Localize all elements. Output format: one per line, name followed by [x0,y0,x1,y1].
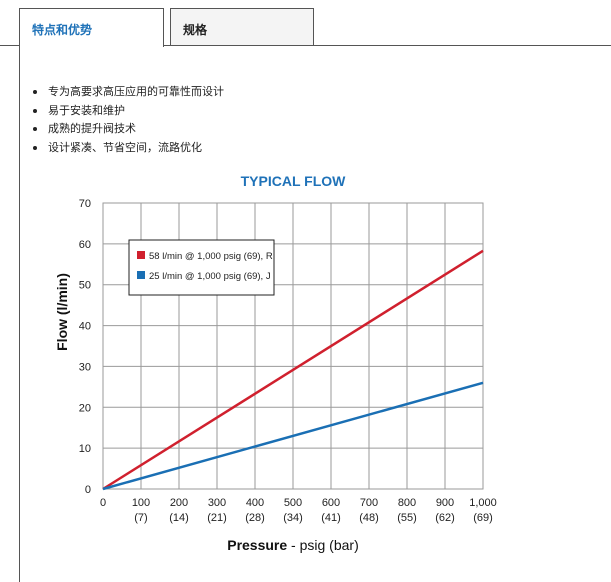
x-tick-label: 400 [246,497,264,509]
tab-bar: 特点和优势 规格 [0,0,611,47]
x-tick-label: 800 [398,497,416,509]
x-tick-sublabel: (28) [245,512,265,524]
x-tick-sublabel: (62) [435,512,455,524]
x-tick-label: 700 [360,497,378,509]
x-tick-label: 500 [284,497,302,509]
tab-features[interactable]: 特点和优势 [19,8,164,47]
tab-specifications-label: 规格 [183,23,208,37]
series-line-1 [102,381,484,491]
feature-list: 专为高要求高压应用的可靠性而设计 易于安装和维护 成熟的提升阀技术 设计紧凑、节… [30,83,224,157]
y-axis-title: Flow (l/min) [54,273,70,351]
x-tick-label: 900 [436,497,454,509]
x-tick-label: 1,000 [469,497,497,509]
y-tick-label: 20 [79,402,91,414]
feature-item: 易于安装和维护 [30,102,224,121]
x-tick-sublabel: (14) [169,512,189,524]
x-axis-label-rest: - psig (bar) [287,537,359,553]
legend: 58 l/min @ 1,000 psig (69), R 25 l/min @… [128,239,275,296]
y-tick-label: 0 [85,484,91,496]
x-tick-sublabel: (7) [134,512,147,524]
feature-item: 专为高要求高压应用的可靠性而设计 [30,83,224,102]
series-lines [102,249,484,491]
x-axis-title: Pressure - psig (bar) [227,537,359,553]
x-axis-label-bold: Pressure [227,537,287,553]
x-tick-sublabel: (69) [473,512,493,524]
y-tick-label: 60 [79,239,91,251]
tab-features-label: 特点和优势 [32,23,93,37]
x-tick-sublabel: (48) [359,512,379,524]
x-tick-label: 200 [170,497,188,509]
x-tick-label: 100 [132,497,150,509]
tab-specifications[interactable]: 规格 [170,8,314,45]
series-line-0 [102,249,484,491]
axes: 0 100(7)200(14)300(21)400(28)500(34)600(4… [79,198,497,524]
feature-item: 设计紧凑、节省空间，流路优化 [30,139,224,158]
tab-content-panel [19,46,611,582]
legend-swatch-j [137,271,145,279]
x-tick-label: 300 [208,497,226,509]
tab-divider [0,45,611,46]
y-tick-label: 50 [79,280,91,292]
feature-item: 成熟的提升阀技术 [30,120,224,139]
y-tick-label: 70 [79,198,91,210]
y-tick-label: 40 [79,321,91,333]
x-tick-sublabel: (21) [207,512,227,524]
y-tick-label: 10 [79,443,91,455]
x-tick-label: 600 [322,497,340,509]
y-axis-label: Flow (l/min) [54,273,70,351]
legend-label-r: 58 l/min @ 1,000 psig (69), R [149,251,273,262]
x-tick-label: 0 [100,497,106,509]
x-tick-sublabel: (41) [321,512,341,524]
legend-box [128,239,275,296]
y-tick-label: 30 [79,361,91,373]
legend-swatch-r [137,251,145,259]
legend-label-j: 25 l/min @ 1,000 psig (69), J [149,271,271,282]
x-tick-sublabel: (55) [397,512,417,524]
chart-title: TYPICAL FLOW [241,173,347,189]
x-tick-sublabel: (34) [283,512,303,524]
